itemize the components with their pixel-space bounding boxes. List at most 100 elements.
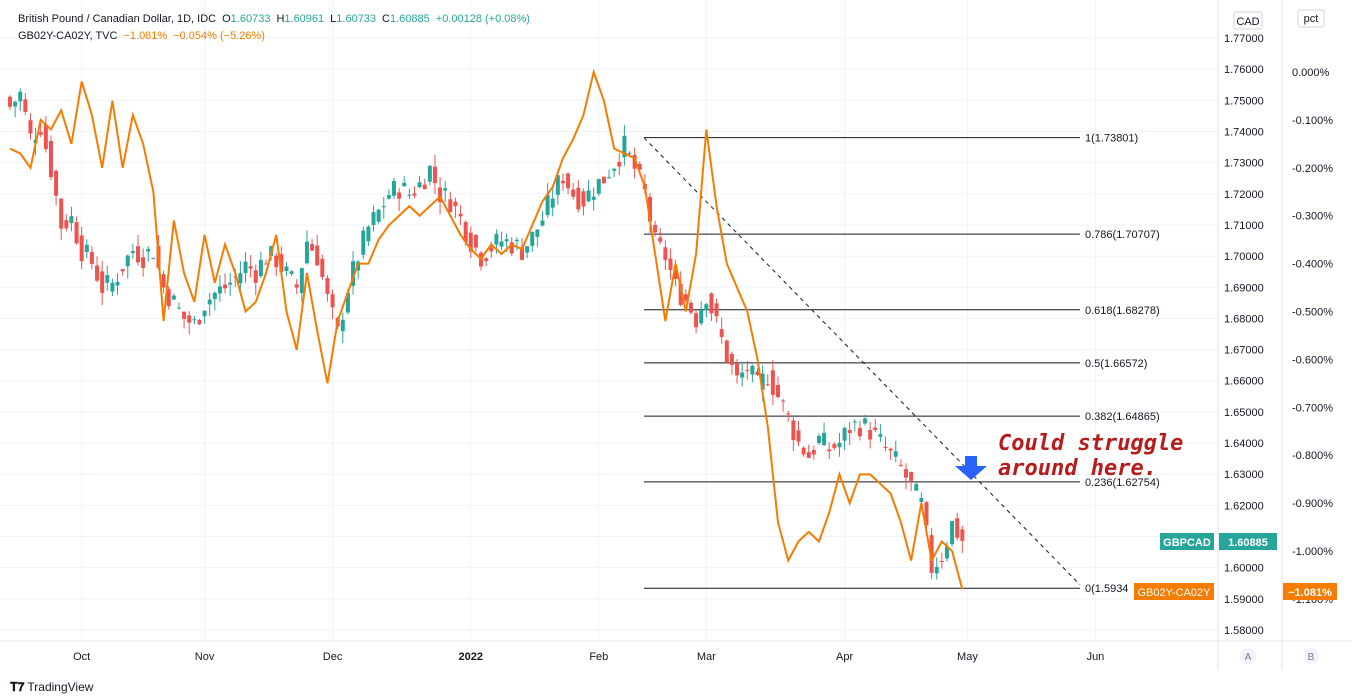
candle-body xyxy=(43,124,48,150)
pct-scale[interactable]: 0.000% -0.100% -0.200% -0.300% -0.400% -0.500… xyxy=(1292,67,1333,606)
legend-close-label: C xyxy=(382,13,390,25)
candle-body xyxy=(704,304,709,311)
candle-body xyxy=(310,243,315,251)
candle-body xyxy=(443,188,448,191)
candle-body xyxy=(863,418,868,424)
tradingview-logo[interactable]: 𝐓𝟕 TradingView xyxy=(10,680,93,695)
candle-body xyxy=(688,302,693,313)
candle-body xyxy=(514,239,519,242)
pct-tick-label: 0.000% xyxy=(1292,67,1330,79)
candle-body xyxy=(84,244,89,253)
legend-spread-change: −0.054% (−5.26%) xyxy=(173,30,265,42)
candle-body xyxy=(417,182,422,188)
candle-body xyxy=(745,369,750,371)
candle-body xyxy=(883,447,888,449)
candle-body xyxy=(243,261,248,274)
price-tick-label: 1.71000 xyxy=(1224,220,1264,232)
candle-body xyxy=(458,213,463,217)
candle-body xyxy=(238,273,243,284)
price-tick-label: 1.59000 xyxy=(1224,594,1264,606)
candle-body xyxy=(878,434,883,437)
candle-body xyxy=(284,266,289,272)
candle-body xyxy=(299,268,304,294)
candle-body xyxy=(105,275,110,283)
candle-body xyxy=(617,161,622,167)
candle-body xyxy=(79,235,84,262)
downtrend-line[interactable] xyxy=(643,137,1081,586)
candle-body xyxy=(489,247,494,252)
annotation-line-1[interactable]: Could struggle xyxy=(998,431,1183,456)
candle-body xyxy=(438,187,443,203)
legend-row-gbpcad[interactable]: British Pound / Canadian Dollar, 1D, IDC… xyxy=(18,13,536,25)
candle-body xyxy=(612,168,617,171)
candle-body xyxy=(709,293,714,314)
legend-low-value: 1.60733 xyxy=(336,13,377,25)
candle-body xyxy=(304,241,309,264)
candle-body xyxy=(560,180,565,184)
candle-body xyxy=(151,258,156,260)
time-tick-label: Apr xyxy=(836,651,853,663)
candle-body xyxy=(366,226,371,242)
down-arrow-icon[interactable] xyxy=(955,456,987,480)
candle-body xyxy=(888,448,893,451)
fib-retracement[interactable]: 1(1.73801) 0.786(1.70707) 0.618(1.68278) 0.… xyxy=(644,133,1160,596)
candle-body xyxy=(351,261,356,286)
legend-low-label: L xyxy=(330,13,337,25)
fib-level-label: 0(1.5934 xyxy=(1085,583,1128,595)
legend-row-spread[interactable]: GB02Y-CA02Y, TVC −1.081% −0.054% (−5.26%) xyxy=(18,30,271,42)
time-tick-label: Feb xyxy=(589,651,608,663)
fib-level-label: 0.5(1.66572) xyxy=(1085,358,1147,370)
candle-body xyxy=(586,190,591,202)
auto-scale-button[interactable] xyxy=(1240,648,1256,664)
candle-body xyxy=(13,101,18,107)
candle-body xyxy=(801,447,806,455)
candle-body xyxy=(653,224,658,233)
candle-body xyxy=(678,283,683,305)
candle-body xyxy=(187,315,192,323)
pct-unit-box[interactable] xyxy=(1297,9,1325,28)
tv-logo-text: TradingView xyxy=(27,680,94,694)
time-scale[interactable]: Oct Nov Dec 2022 Feb Mar Apr May Jun xyxy=(73,651,1104,663)
pct-tick-label: -0.500% xyxy=(1292,307,1333,319)
candle-body xyxy=(38,132,43,135)
candle-body xyxy=(8,96,12,107)
candle-body xyxy=(217,286,222,294)
candle-body xyxy=(412,193,417,196)
price-tick-label: 1.75000 xyxy=(1224,95,1264,107)
spread-tag-box xyxy=(1134,583,1214,600)
candle-body xyxy=(622,135,627,158)
candle-body xyxy=(74,222,79,244)
candle-body xyxy=(857,427,862,437)
candle-body xyxy=(955,518,960,538)
candle-body xyxy=(361,230,366,255)
candle-body xyxy=(601,176,606,184)
time-tick-label: May xyxy=(957,651,978,663)
auto-scale-label: A xyxy=(1245,652,1252,663)
candle-body xyxy=(315,245,320,266)
candle-body xyxy=(827,449,832,452)
pct-tick-label: -0.900% xyxy=(1292,498,1333,510)
candle-body xyxy=(146,248,151,252)
candle-body xyxy=(386,195,391,199)
candle-body xyxy=(484,258,489,262)
legend-open-value: 1.60733 xyxy=(230,13,271,25)
candle-body xyxy=(550,198,555,208)
candle-body xyxy=(397,192,402,199)
legend-high-value: 1.60961 xyxy=(284,13,325,25)
pct-tick-label: -0.600% xyxy=(1292,354,1333,366)
price-scale[interactable]: 1.77000 1.76000 1.75000 1.74000 1.73000 1.720… xyxy=(1224,33,1264,637)
price-tick-label: 1.68000 xyxy=(1224,313,1264,325)
candle-body xyxy=(929,535,934,573)
legend-close-value: 1.60885 xyxy=(390,13,430,25)
candle-body xyxy=(376,209,381,222)
fib-level-label: 0.786(1.70707) xyxy=(1085,229,1160,241)
candle-body xyxy=(714,303,719,317)
fib-level-label: 0.618(1.68278) xyxy=(1085,305,1160,317)
log-scale-button[interactable] xyxy=(1303,648,1319,664)
time-tick-label: Jun xyxy=(1087,651,1105,663)
candle-body xyxy=(253,270,258,283)
annotation-line-2[interactable]: around here. xyxy=(998,456,1157,481)
candle-body xyxy=(381,206,386,208)
candle-body xyxy=(274,255,279,268)
